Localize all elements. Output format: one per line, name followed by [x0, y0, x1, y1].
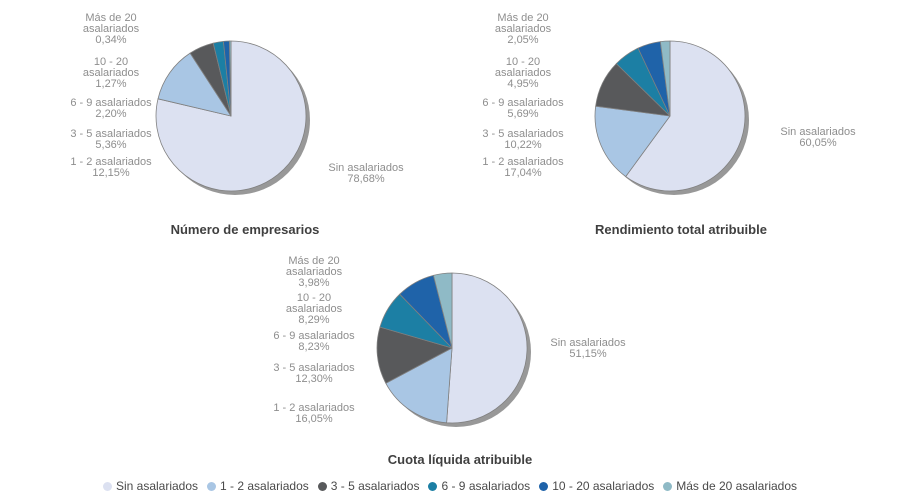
chart-title-cuota-liquida-atribuible: Cuota líquida atribuible [387, 452, 533, 467]
pie-slice-m-s-de-20-asalariados[interactable] [229, 40, 232, 117]
slice-label-mas-de-20: Más de 20 asalariados 0,34% [82, 12, 140, 46]
slice-label-sin-asalariados: Sin asalariados 78,68% [328, 162, 404, 185]
pie-slice-sin-asalariados[interactable] [625, 40, 746, 192]
slice-label-6-9: 6 - 9 asalariados 8,23% [273, 330, 355, 353]
slice-label-mas-de-20: Más de 20 asalariados 3,98% [285, 255, 343, 289]
slice-label-10-20: 10 - 20 asalariados 1,27% [82, 56, 140, 90]
chart-legend: Sin asalariados 1 - 2 asalariados 3 - 5 … [0, 478, 900, 494]
legend-swatch-icon [102, 481, 112, 491]
legend-swatch-icon [428, 481, 438, 491]
legend-swatch-icon [207, 481, 217, 491]
legend-swatch-icon [539, 481, 549, 491]
legend-item-mas-de-20-asalariados[interactable]: Más de 20 asalariados [663, 479, 797, 493]
legend-swatch-icon [317, 481, 327, 491]
legend-item-3-5-asalariados[interactable]: 3 - 5 asalariados [317, 479, 420, 493]
pie-slice-3-5-asalariados[interactable] [376, 326, 453, 384]
slice-label-1-2: 1 - 2 asalariados 12,15% [70, 156, 152, 179]
slice-label-10-20: 10 - 20 asalariados 8,29% [285, 292, 343, 326]
pie-slice-m-s-de-20-asalariados[interactable] [659, 40, 671, 117]
slice-label-sin-asalariados: Sin asalariados 60,05% [780, 126, 856, 149]
chart-title-numero-de-empresarios: Número de empresarios [170, 222, 320, 237]
slice-label-mas-de-20: Más de 20 asalariados 2,05% [494, 12, 552, 46]
legend-item-sin-asalariados[interactable]: Sin asalariados [102, 479, 199, 493]
chart-title-rendimiento-total-atribuible: Rendimiento total atribuible [595, 222, 767, 237]
slice-label-10-20: 10 - 20 asalariados 4,95% [494, 56, 552, 90]
slice-label-1-2: 1 - 2 asalariados 16,05% [273, 402, 355, 425]
slice-label-3-5: 3 - 5 asalariados 12,30% [273, 362, 355, 385]
pie-slice-m-s-de-20-asalariados[interactable] [433, 272, 453, 349]
slice-label-6-9: 6 - 9 asalariados 2,20% [70, 97, 152, 120]
legend-item-label: Sin asalariados [115, 479, 199, 493]
legend-item-label: 3 - 5 asalariados [330, 479, 420, 493]
pie-chart-numero-de-empresarios[interactable] [146, 31, 326, 211]
pie-chart-cuota-liquida-atribuible[interactable] [367, 263, 547, 443]
legend-item-label: 1 - 2 asalariados [220, 479, 309, 493]
pie-slice-1-2-asalariados[interactable] [385, 347, 453, 424]
pie-chart-rendimiento-total-atribuible[interactable] [585, 31, 765, 211]
legend-item-label: 10 - 20 asalariados [552, 479, 655, 493]
legend-swatch-icon [663, 481, 673, 491]
legend-item-6-9-asalariados[interactable]: 6 - 9 asalariados [428, 479, 530, 493]
legend-item-label: Más de 20 asalariados [676, 479, 798, 493]
pie-slice-sin-asalariados[interactable] [446, 272, 528, 424]
pie-slice-1-2-asalariados[interactable] [594, 105, 671, 177]
slice-label-1-2: 1 - 2 asalariados 17,04% [482, 156, 564, 179]
slice-label-sin-asalariados: Sin asalariados 51,15% [550, 337, 626, 360]
slice-label-3-5: 3 - 5 asalariados 10,22% [482, 128, 564, 151]
legend-item-10-20-asalariados[interactable]: 10 - 20 asalariados [539, 479, 654, 493]
legend-item-1-2-asalariados[interactable]: 1 - 2 asalariados [207, 479, 309, 493]
slice-label-3-5: 3 - 5 asalariados 5,36% [70, 128, 152, 151]
slice-label-6-9: 6 - 9 asalariados 5,69% [482, 97, 564, 120]
legend-item-label: 6 - 9 asalariados [441, 479, 531, 493]
